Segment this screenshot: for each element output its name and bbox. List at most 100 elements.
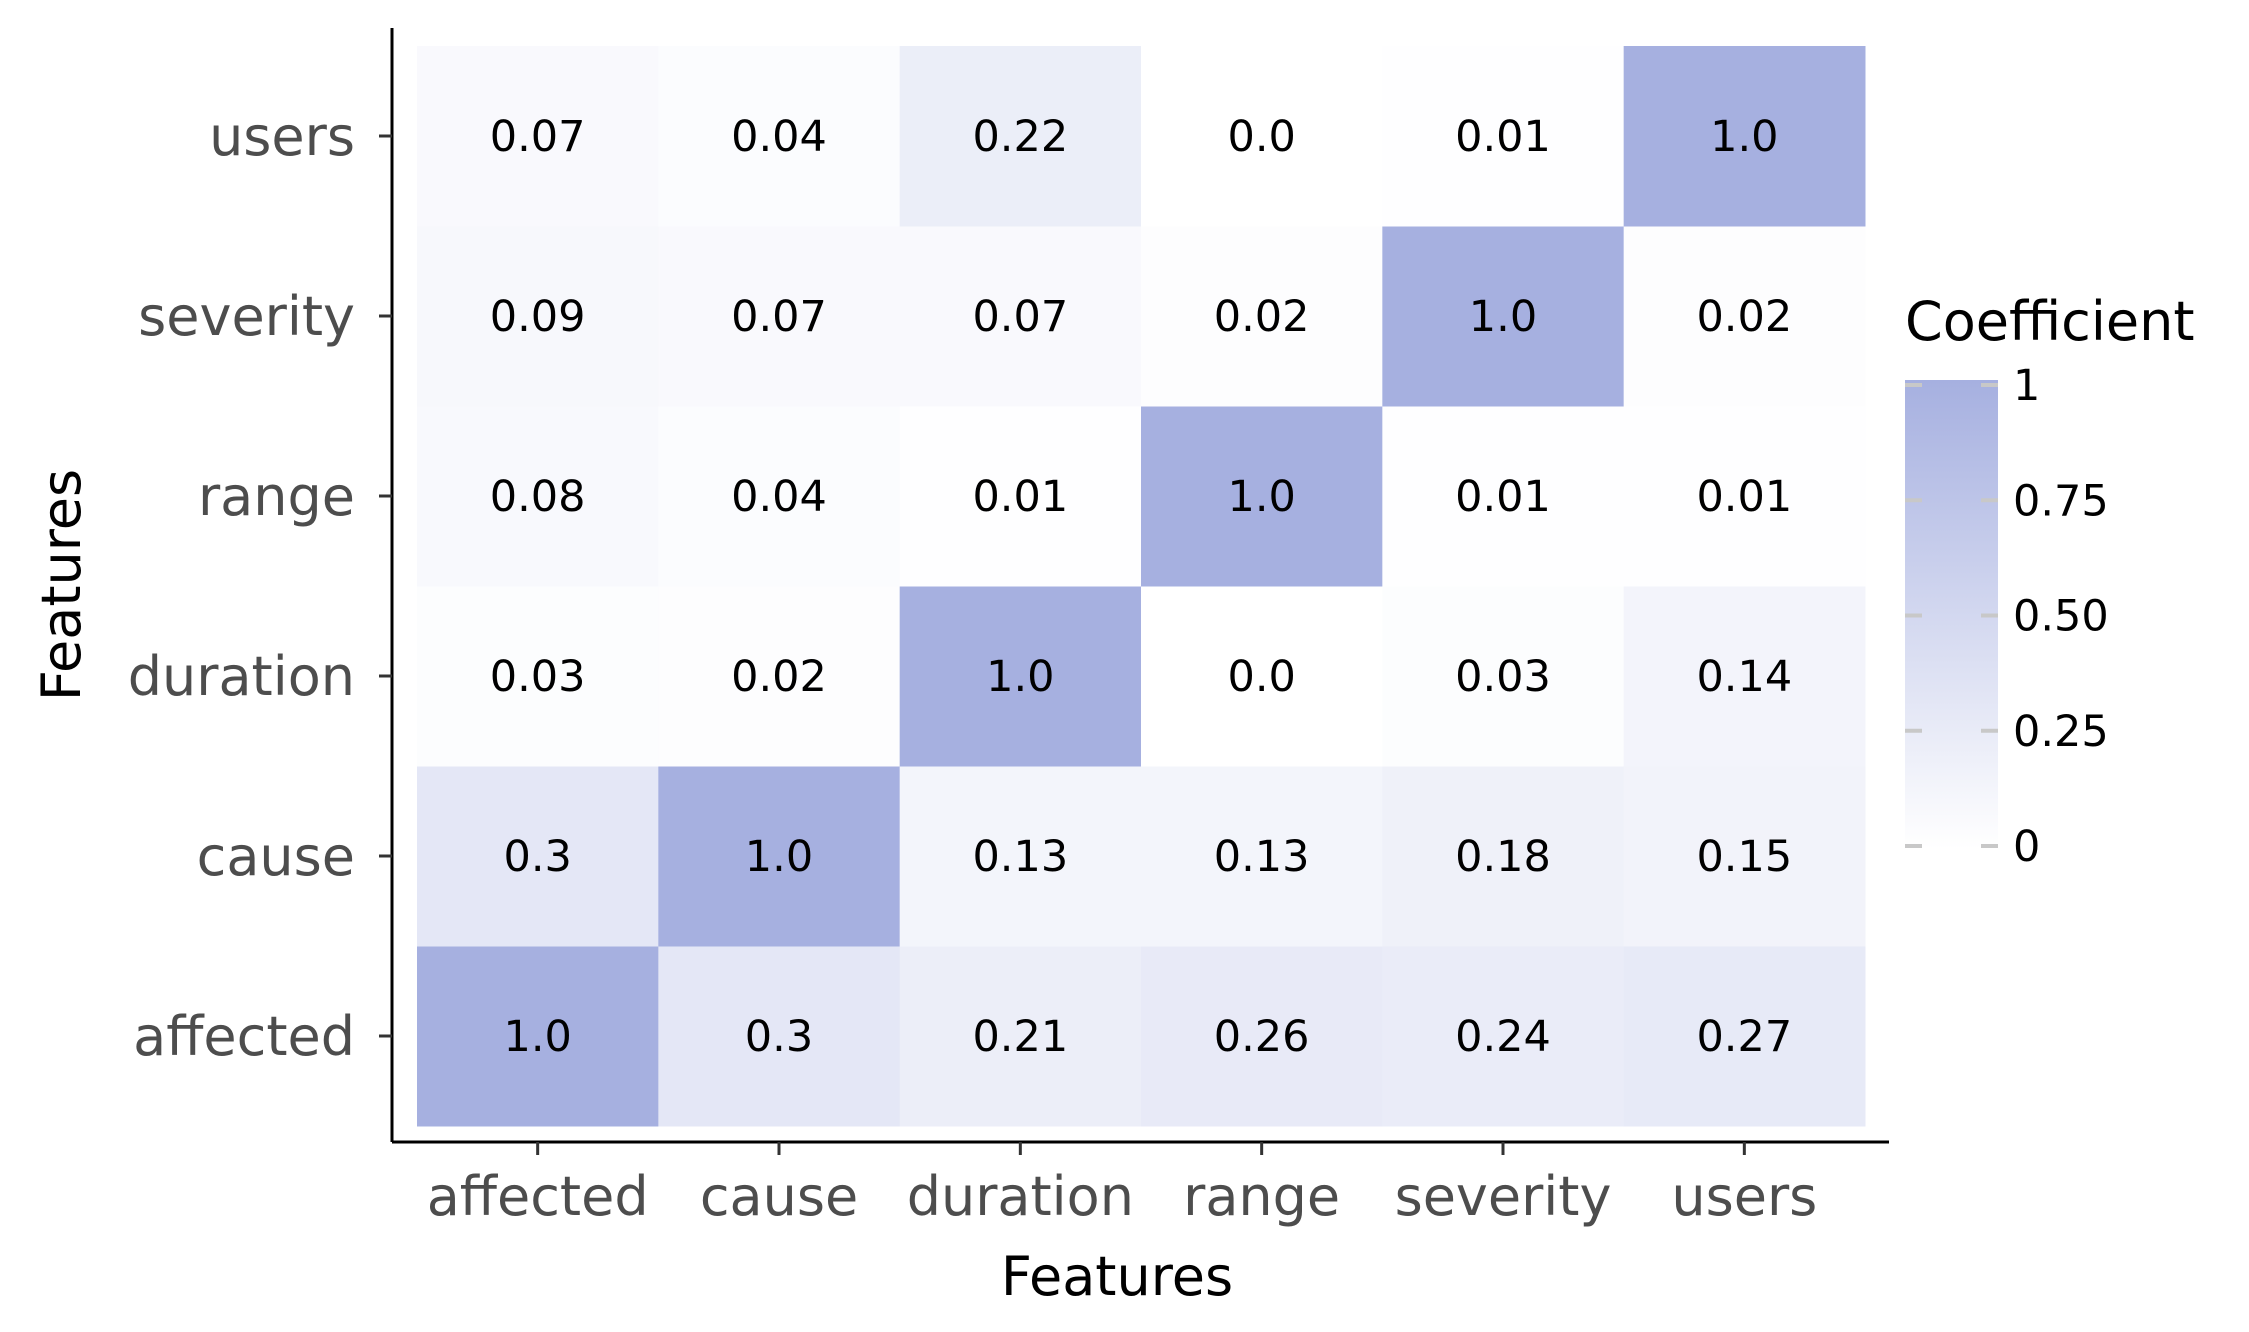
legend-tick-label-3: 0.75: [2013, 476, 2109, 526]
heatmap-cell-duration-affected: [417, 586, 659, 767]
heatmap-cell-severity-cause: [658, 226, 901, 407]
heatmap-cell-affected-severity: [1382, 946, 1625, 1127]
heatmap-cell-severity-severity: [1382, 226, 1625, 407]
cell-label-duration-users: 0.14: [1696, 652, 1792, 702]
cell-label-duration-severity: 0.03: [1455, 652, 1551, 702]
x-tick-label-users: users: [1671, 1165, 1817, 1228]
cell-label-cause-users: 0.15: [1696, 832, 1792, 882]
x-tick-label-range: range: [1183, 1165, 1340, 1228]
heatmap-cell-affected-range: [1141, 946, 1383, 1127]
heatmap-cell-duration-duration: [899, 586, 1142, 767]
x-tick-label-severity: severity: [1395, 1165, 1612, 1228]
cell-label-affected-duration: 0.21: [972, 1012, 1068, 1062]
cell-label-severity-range: 0.02: [1214, 292, 1310, 342]
heatmap-cell-users-range: [1141, 46, 1383, 227]
cell-label-users-cause: 0.04: [731, 112, 827, 162]
heatmap-cells: [417, 46, 1866, 1127]
cell-label-duration-range: 0.0: [1227, 652, 1295, 702]
cell-label-affected-affected: 1.0: [503, 1012, 571, 1062]
heatmap-cell-users-duration: [899, 46, 1142, 227]
heatmap-cell-severity-range: [1141, 226, 1383, 407]
cell-label-range-duration: 0.01: [972, 472, 1068, 522]
heatmap-cell-cause-affected: [417, 766, 659, 947]
cell-label-cause-range: 0.13: [1214, 832, 1310, 882]
cell-label-cause-affected: 0.3: [503, 832, 571, 882]
y-tick-label-duration: duration: [128, 645, 355, 708]
heatmap-cell-range-users: [1623, 406, 1866, 587]
cell-label-severity-users: 0.02: [1696, 292, 1792, 342]
legend-ticks: 0 0.25 0.50 0.75 1: [1905, 361, 2109, 872]
y-axis-title: Features: [30, 469, 93, 701]
heatmap-cell-cause-severity: [1382, 766, 1625, 947]
heatmap-cell-affected-affected: [417, 946, 659, 1127]
y-tick-label-severity: severity: [138, 285, 355, 348]
heatmap-cell-labels: 1.0 0.3 0.21 0.26 0.24 0.27 0.3 1.0 0.13 0.13 0.18…: [490, 112, 1792, 1062]
heatmap-cell-severity-users: [1623, 226, 1866, 407]
axes: [390, 28, 1889, 1144]
color-legend: Coefficient 0 0.25 0.50 0.75 1: [1905, 290, 2195, 872]
heatmap-cell-range-range: [1141, 406, 1383, 587]
legend-tick-label-2: 0.50: [2013, 592, 2109, 642]
x-tick-label-cause: cause: [700, 1165, 858, 1228]
heatmap-cell-duration-cause: [658, 586, 901, 767]
heatmap-cell-duration-users: [1623, 586, 1866, 767]
cell-label-affected-range: 0.26: [1214, 1012, 1310, 1062]
cell-label-affected-users: 0.27: [1696, 1012, 1792, 1062]
heatmap-cell-cause-cause: [658, 766, 901, 947]
heatmap-cell-duration-severity: [1382, 586, 1625, 767]
cell-label-range-users: 0.01: [1696, 472, 1792, 522]
cell-label-cause-duration: 0.13: [972, 832, 1068, 882]
cell-label-severity-affected: 0.09: [490, 292, 586, 342]
y-tick-label-range: range: [198, 465, 355, 528]
cell-label-range-range: 1.0: [1227, 472, 1295, 522]
heatmap-cell-cause-duration: [899, 766, 1142, 947]
cell-label-duration-affected: 0.03: [490, 652, 586, 702]
heatmap-cell-cause-range: [1141, 766, 1383, 947]
heatmap-cell-cause-users: [1623, 766, 1866, 947]
cell-label-affected-cause: 0.3: [745, 1012, 813, 1062]
heatmap-cell-severity-affected: [417, 226, 659, 407]
cell-label-cause-severity: 0.18: [1455, 832, 1551, 882]
heatmap-cell-range-duration: [899, 406, 1142, 587]
cell-label-duration-cause: 0.02: [731, 652, 827, 702]
heatmap-cell-range-affected: [417, 406, 659, 587]
cell-label-duration-duration: 1.0: [986, 652, 1054, 702]
cell-label-cause-cause: 1.0: [745, 832, 813, 882]
heatmap-cell-users-users: [1623, 46, 1866, 227]
cell-label-users-affected: 0.07: [490, 112, 586, 162]
heatmap-cell-severity-duration: [899, 226, 1142, 407]
heatmap-cell-affected-cause: [658, 946, 901, 1127]
cell-label-users-severity: 0.01: [1455, 112, 1551, 162]
cell-label-range-severity: 0.01: [1455, 472, 1551, 522]
cell-label-severity-duration: 0.07: [972, 292, 1068, 342]
legend-tick-label-1: 0.25: [2013, 707, 2109, 757]
heatmap-cell-users-severity: [1382, 46, 1625, 227]
cell-label-affected-severity: 0.24: [1455, 1012, 1551, 1062]
x-axis-title: Features: [1001, 1245, 1233, 1308]
cell-label-users-duration: 0.22: [972, 112, 1068, 162]
legend-title: Coefficient: [1905, 290, 2195, 353]
x-tick-label-affected: affected: [427, 1165, 649, 1228]
x-axis-ticks: affected cause duration range severity users: [427, 1142, 1817, 1228]
heatmap-cell-range-cause: [658, 406, 901, 587]
cell-label-severity-cause: 0.07: [731, 292, 827, 342]
y-tick-label-cause: cause: [197, 825, 355, 888]
heatmap-cell-range-severity: [1382, 406, 1625, 587]
heatmap-cell-duration-range: [1141, 586, 1383, 767]
cell-label-range-affected: 0.08: [490, 472, 586, 522]
x-tick-label-duration: duration: [907, 1165, 1134, 1228]
y-tick-label-affected: affected: [133, 1005, 355, 1068]
cell-label-users-range: 0.0: [1227, 112, 1295, 162]
cell-label-users-users: 1.0: [1710, 112, 1778, 162]
cell-label-range-cause: 0.04: [731, 472, 827, 522]
heatmap-cell-affected-users: [1623, 946, 1866, 1127]
y-tick-label-users: users: [209, 105, 355, 168]
y-axis-ticks: affected cause duration range severity users: [128, 105, 392, 1068]
heatmap-cell-users-cause: [658, 46, 901, 227]
heatmap-cell-affected-duration: [899, 946, 1142, 1127]
legend-tick-label-4: 1: [2013, 361, 2040, 411]
heatmap-cell-users-affected: [417, 46, 659, 227]
cell-label-severity-severity: 1.0: [1469, 292, 1537, 342]
legend-tick-label-0: 0: [2013, 822, 2040, 872]
